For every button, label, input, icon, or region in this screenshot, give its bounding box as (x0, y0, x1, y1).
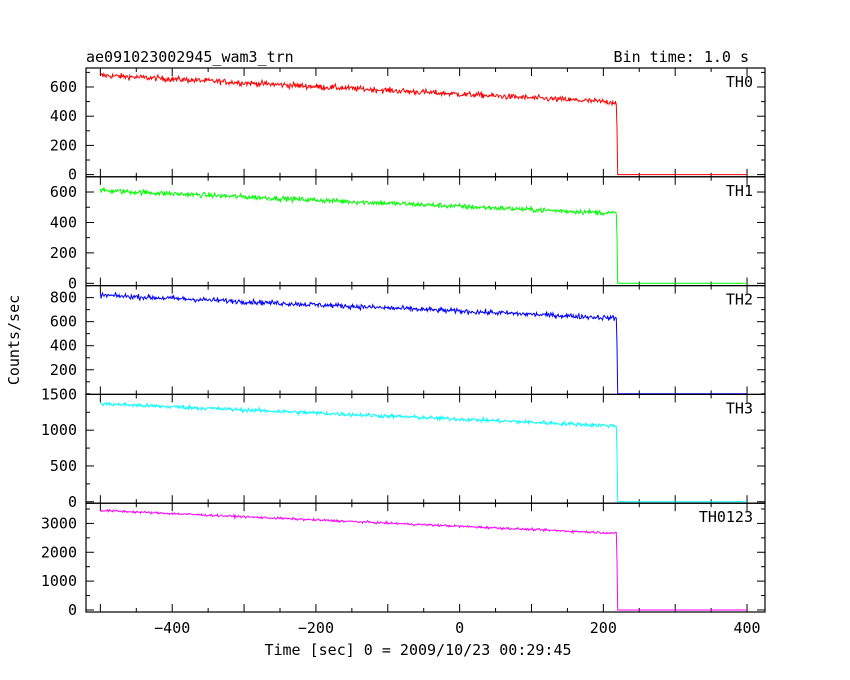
x-axis-label: Time [sec] 0 = 2009/10/23 00:29:45 (264, 641, 571, 659)
y-tick-label: 600 (50, 313, 77, 331)
series-label-th0: TH0 (726, 73, 753, 91)
panel-frame-th3 (85, 393, 766, 504)
series-label-th2: TH2 (726, 291, 753, 309)
y-tick-label: 1500 (41, 385, 77, 403)
series-label-th3: TH3 (726, 399, 753, 417)
y-tick-label: 3000 (41, 514, 77, 532)
x-tick-label: 400 (733, 619, 760, 637)
y-tick-label: 600 (50, 183, 77, 201)
y-tick-label: 0 (68, 166, 77, 184)
series-line-th1 (99, 187, 747, 284)
panel-frame-th0 (85, 67, 766, 178)
chart-title: ae091023002945_wam3_trn (86, 48, 294, 66)
panel-frame-th0123 (85, 502, 766, 613)
series-line-th3 (100, 401, 747, 503)
series-line-th0 (100, 72, 747, 176)
y-tick-label: 200 (50, 244, 77, 262)
x-tick-label: 0 (455, 619, 464, 637)
panels-group: 0 200 400 600 TH0 0 200 400 600 TH1 200 400 600 800 TH… (41, 67, 766, 637)
y-tick-label: 200 (50, 136, 77, 154)
y-tick-label: 200 (50, 361, 77, 379)
series-line-th0123 (99, 508, 747, 611)
y-tick-label: 600 (50, 78, 77, 96)
bin-time-label: Bin time: 1.0 s (614, 48, 749, 66)
x-tick-label: −200 (298, 619, 334, 637)
y-tick-label: 500 (50, 457, 77, 475)
y-tick-label: 800 (50, 289, 77, 307)
y-tick-label: 0 (68, 274, 77, 292)
y-tick-label: 400 (50, 337, 77, 355)
series-line-th2 (99, 291, 747, 395)
x-tick-label: −400 (154, 619, 190, 637)
panel-frame-th1 (85, 176, 766, 287)
y-tick-label: 1000 (41, 421, 77, 439)
y-tick-label: 2000 (41, 543, 77, 561)
y-tick-label: 400 (50, 107, 77, 125)
series-label-th1: TH1 (726, 182, 753, 200)
y-tick-label: 0 (68, 493, 77, 511)
series-label-th0123: TH0123 (699, 508, 753, 526)
x-tick-label: 200 (590, 619, 617, 637)
y-tick-label: 400 (50, 213, 77, 231)
y-tick-label: 0 (68, 601, 77, 619)
panel-frame-th2 (85, 285, 766, 396)
y-tick-label: 1000 (41, 572, 77, 590)
y-axis-label: Counts/sec (5, 295, 23, 385)
